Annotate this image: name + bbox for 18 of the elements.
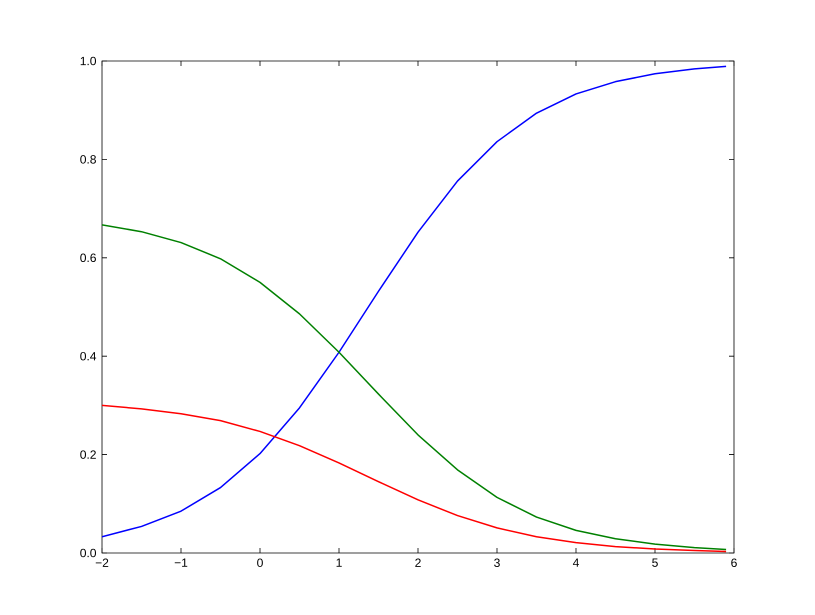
x-tick-label: 3 (494, 558, 500, 568)
x-tick-label: 0 (257, 558, 263, 568)
line-series (102, 66, 727, 538)
x-tick-label: 1 (336, 558, 342, 567)
y-tick-label: 0.6 (80, 254, 96, 262)
y-tick-label: 0.4 (80, 352, 96, 360)
x-tick-label: 2 (415, 558, 421, 567)
y-tick-label: 0.2 (80, 450, 96, 459)
y-tick-label: 1.0 (80, 56, 96, 66)
x-tick-label: 6 (731, 558, 737, 568)
x-tick-label: 4 (572, 558, 579, 567)
y-tick-label: 0.0 (80, 548, 96, 558)
line-series (102, 404, 727, 552)
x-tick-label: −1 (174, 558, 188, 567)
line-series (102, 224, 727, 550)
x-tick-label: 5 (652, 558, 658, 567)
y-tick-label: 0.8 (80, 155, 96, 164)
x-tick-label: −2 (96, 558, 108, 567)
